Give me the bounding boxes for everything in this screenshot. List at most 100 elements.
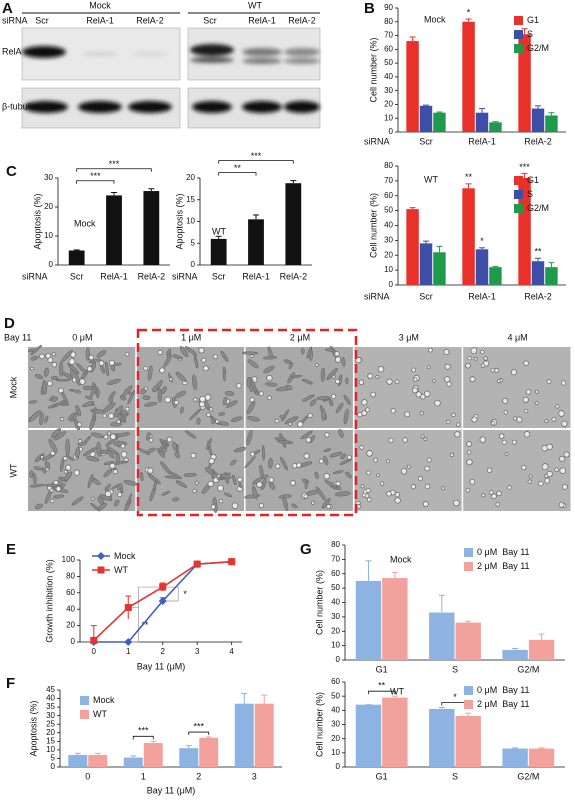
cell bbox=[30, 366, 34, 371]
cell bbox=[196, 417, 201, 425]
cell bbox=[160, 386, 167, 394]
cell bbox=[331, 393, 337, 399]
cell bbox=[76, 363, 87, 374]
cell bbox=[444, 363, 451, 370]
dose-label: 3 μM bbox=[399, 332, 419, 342]
x-tick-label: Scr bbox=[419, 136, 433, 146]
cell bbox=[192, 488, 197, 494]
significance-bracket bbox=[218, 172, 257, 176]
significance-bracket bbox=[76, 168, 152, 172]
y-tick-label: 45 bbox=[46, 685, 55, 694]
cell bbox=[268, 477, 275, 483]
cell bbox=[411, 367, 416, 373]
lane-label: RelA-2 bbox=[288, 15, 316, 25]
cell bbox=[284, 416, 299, 425]
cell bbox=[172, 442, 178, 451]
y-tick-label: 15 bbox=[186, 195, 195, 204]
cell bbox=[190, 452, 197, 459]
bar bbox=[68, 250, 85, 265]
x-tick-label: 1 bbox=[126, 647, 131, 656]
x-tick-label: G1 bbox=[376, 771, 388, 781]
cell bbox=[107, 431, 112, 436]
y-tick-label: 20 bbox=[44, 202, 53, 211]
cell bbox=[126, 493, 132, 506]
cell bbox=[496, 379, 501, 384]
legend-label: 0 μM Bay 11 bbox=[477, 547, 530, 557]
cell bbox=[140, 472, 144, 482]
y-tick-label: 60 bbox=[384, 44, 393, 53]
significance-label: *** bbox=[109, 159, 120, 169]
bar bbox=[528, 639, 555, 660]
cell bbox=[55, 486, 62, 492]
cell bbox=[504, 452, 509, 456]
cell bbox=[95, 387, 100, 399]
y-tick-label: 50 bbox=[331, 691, 340, 700]
y-tick-label: 40 bbox=[46, 694, 55, 703]
cell bbox=[554, 467, 559, 472]
legend-label: S bbox=[527, 29, 533, 39]
cell bbox=[558, 502, 565, 508]
cell bbox=[366, 470, 371, 476]
cell bbox=[199, 395, 206, 403]
cell bbox=[218, 412, 226, 416]
y-tick-label: 50 bbox=[384, 206, 393, 215]
cell bbox=[432, 379, 437, 383]
y-tick-label: 20 bbox=[331, 626, 340, 635]
significance-label: ** bbox=[465, 172, 473, 182]
cell bbox=[32, 472, 37, 485]
panel-letter: E bbox=[6, 541, 16, 558]
cell bbox=[412, 387, 418, 394]
cell bbox=[394, 379, 400, 385]
bar bbox=[406, 209, 419, 285]
cell bbox=[85, 456, 100, 462]
legend-swatch bbox=[80, 696, 89, 705]
y-tick-label: 0 bbox=[389, 280, 394, 289]
cell bbox=[252, 485, 258, 500]
cell bbox=[424, 483, 431, 490]
bar bbox=[502, 748, 528, 767]
significance-label: * bbox=[453, 692, 457, 702]
cell bbox=[147, 467, 154, 474]
cell bbox=[44, 461, 51, 470]
significance-label: *** bbox=[519, 162, 530, 172]
cell bbox=[74, 446, 81, 459]
bar bbox=[419, 105, 433, 132]
x-tick-label: 3 bbox=[252, 771, 257, 781]
y-tick-label: 10 bbox=[44, 231, 53, 240]
cell bbox=[359, 445, 365, 450]
x-tick-label: 4 bbox=[229, 647, 234, 656]
cell bbox=[494, 368, 499, 373]
cell bbox=[116, 419, 121, 424]
y-tick-label: 10 bbox=[331, 748, 340, 757]
bar bbox=[545, 267, 558, 285]
cell bbox=[366, 497, 372, 502]
cell bbox=[335, 356, 342, 363]
y-tick-label: 90 bbox=[384, 3, 393, 12]
x-tick-label: Scr bbox=[212, 271, 226, 281]
cell bbox=[559, 455, 565, 462]
y-tick-label: 80 bbox=[384, 161, 393, 170]
significance-bracket bbox=[188, 731, 210, 736]
y-tick-label: 10 bbox=[186, 217, 195, 226]
bar bbox=[455, 716, 481, 767]
bar bbox=[462, 21, 475, 132]
cell bbox=[332, 470, 344, 474]
micrograph bbox=[463, 347, 571, 428]
cell bbox=[232, 474, 237, 486]
legend-label: G1 bbox=[527, 175, 539, 185]
cell bbox=[236, 383, 242, 389]
cell bbox=[40, 455, 44, 459]
cell bbox=[423, 437, 428, 442]
bar bbox=[355, 704, 382, 767]
row-label: Mock bbox=[8, 376, 18, 398]
y-tick-label: 70 bbox=[384, 31, 393, 40]
cell bbox=[321, 408, 326, 421]
cell bbox=[64, 471, 73, 482]
cell bbox=[316, 396, 331, 401]
cell bbox=[361, 399, 368, 406]
legend-swatch bbox=[80, 710, 89, 719]
cell bbox=[424, 465, 430, 472]
x-tick-label: S bbox=[452, 771, 458, 781]
cell bbox=[367, 373, 374, 379]
legend-swatch bbox=[514, 16, 523, 25]
